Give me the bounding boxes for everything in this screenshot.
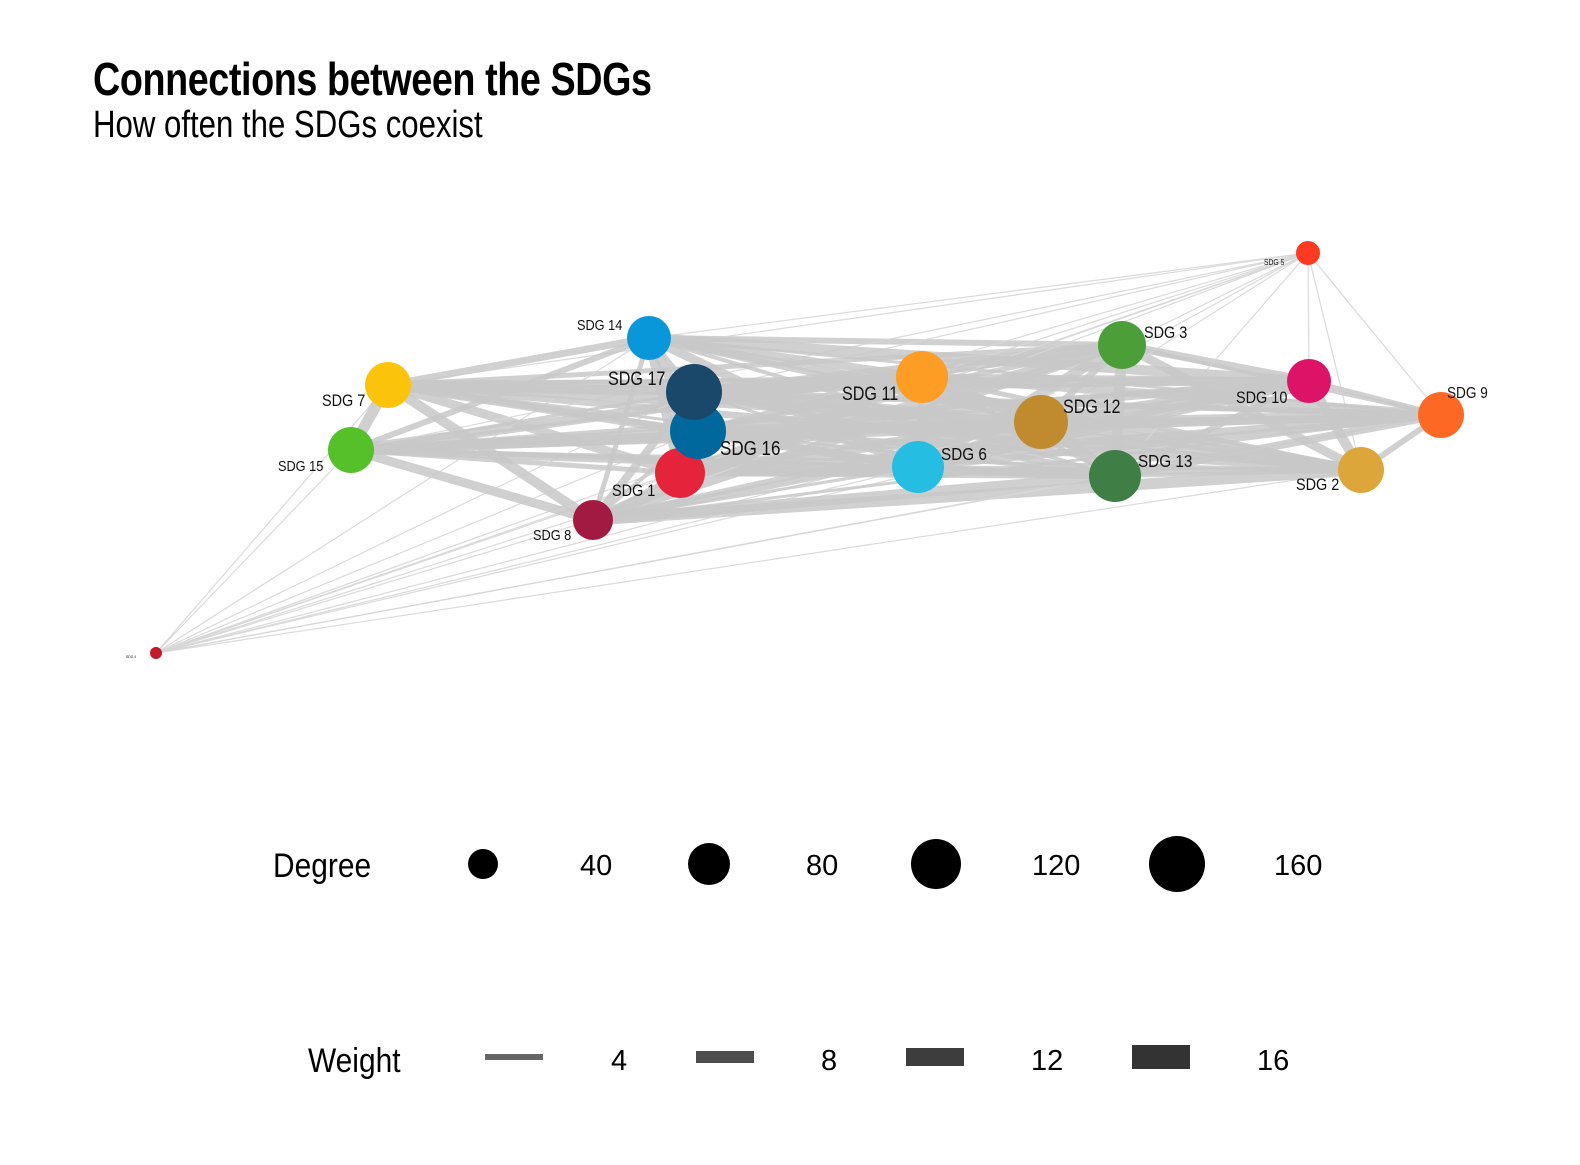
- node-label-sdg-11: SDG 11: [842, 383, 898, 405]
- edge-sdg-4-sdg-8: [155, 519, 594, 654]
- edge-sdg-12-sdg-14: [646, 335, 1044, 425]
- weight-legend-title: Weight: [308, 1041, 401, 1079]
- degree-legend-circle-40: [468, 849, 498, 879]
- node-sdg-15: [328, 427, 374, 473]
- degree-legend-title: Degree: [273, 846, 371, 884]
- node-sdg-13: [1089, 450, 1141, 502]
- node-sdg-11: [896, 351, 948, 403]
- weight-legend-line-16: [1132, 1045, 1190, 1069]
- edge-sdg-4-sdg-13: [155, 475, 1116, 654]
- edge-sdg-15-sdg-17: [349, 390, 696, 452]
- edge-sdg-13-sdg-15: [347, 446, 1119, 480]
- degree-legend-label-80: 80: [806, 850, 838, 882]
- node-sdg-12: [1014, 395, 1068, 449]
- node-sdg-17: [666, 364, 722, 420]
- edge-sdg-4-sdg-5: [155, 252, 1309, 654]
- node-sdg-5: [1296, 241, 1320, 265]
- edge-sdg-4-sdg-6: [155, 466, 919, 654]
- nodes-layer: [150, 241, 1464, 659]
- edge-sdg-13-sdg-14: [647, 336, 1117, 478]
- node-label-sdg-12: SDG 12: [1063, 396, 1120, 418]
- edge-sdg-8-sdg-13: [588, 471, 1120, 525]
- edge-sdg-13-sdg-17: [690, 388, 1119, 480]
- node-sdg-6: [892, 441, 944, 493]
- node-label-sdg-14: SDG 14: [577, 316, 623, 333]
- node-label-sdg-3: SDG 3: [1144, 324, 1188, 342]
- edge-sdg-8-sdg-15: [346, 445, 598, 525]
- edge-sdg-15-sdg-16: [347, 427, 702, 454]
- weight-legend-line-8: [696, 1051, 754, 1063]
- node-sdg-4: [150, 647, 162, 659]
- edge-sdg-11-sdg-14: [645, 334, 926, 381]
- weight-legend-label-12: 12: [1031, 1045, 1063, 1077]
- node-sdg-9: [1418, 392, 1464, 438]
- degree-legend-label-40: 40: [580, 850, 612, 882]
- edge-sdg-5-sdg-7: [387, 252, 1309, 386]
- node-label-sdg-13: SDG 13: [1138, 451, 1192, 471]
- page-subtitle: How often the SDGs coexist: [93, 104, 483, 146]
- node-sdg-2: [1338, 447, 1384, 493]
- weight-legend-line-12: [906, 1048, 964, 1066]
- node-label-sdg-5: SDG 5: [1264, 257, 1284, 267]
- edge-sdg-4-sdg-16: [155, 430, 699, 654]
- node-sdg-10: [1287, 359, 1331, 403]
- edge-sdg-8-sdg-12: [590, 419, 1044, 523]
- weight-legend-label-4: 4: [611, 1045, 627, 1077]
- node-sdg-7: [365, 362, 411, 408]
- degree-legend: Degree 40 80 120 160: [273, 836, 1322, 892]
- edge-sdg-5-sdg-9: [1307, 252, 1442, 416]
- node-label-sdg-1: SDG 1: [612, 482, 655, 500]
- weight-legend-label-16: 16: [1257, 1045, 1289, 1077]
- degree-legend-label-160: 160: [1274, 850, 1322, 882]
- edge-sdg-7-sdg-14: [384, 334, 653, 389]
- node-label-sdg-2: SDG 2: [1296, 476, 1339, 494]
- node-label-sdg-8: SDG 8: [533, 526, 571, 543]
- edge-sdg-5-sdg-13: [1114, 252, 1309, 477]
- node-label-sdg-7: SDG 7: [322, 392, 365, 410]
- node-label-sdg-16: SDG 16: [720, 437, 780, 460]
- degree-legend-label-120: 120: [1032, 850, 1080, 882]
- edge-sdg-5-sdg-14: [648, 252, 1309, 339]
- node-sdg-3: [1098, 321, 1146, 369]
- node-label-sdg-6: SDG 6: [941, 444, 987, 464]
- degree-legend-circle-80: [688, 843, 730, 885]
- node-label-sdg-9: SDG 9: [1447, 385, 1488, 402]
- degree-legend-circle-120: [911, 839, 961, 889]
- edge-sdg-10-sdg-13: [1112, 378, 1312, 479]
- edge-sdg-5-sdg-12: [1040, 252, 1309, 423]
- node-label-sdg-17: SDG 17: [608, 368, 665, 390]
- edge-sdg-6-sdg-9: [914, 411, 1445, 471]
- edge-sdg-2-sdg-4: [155, 469, 1362, 654]
- edge-sdg-4-sdg-15: [155, 449, 352, 654]
- edge-sdg-10-sdg-14: [644, 333, 1314, 386]
- edge-sdg-7-sdg-17: [383, 380, 699, 397]
- node-label-sdg-10: SDG 10: [1236, 389, 1288, 407]
- page-title: Connections between the SDGs: [93, 53, 652, 105]
- weight-legend-line-4: [485, 1054, 543, 1060]
- node-sdg-1: [655, 448, 705, 498]
- node-label-sdg-15: SDG 15: [278, 457, 324, 474]
- node-sdg-8: [573, 500, 613, 540]
- edge-sdg-12-sdg-17: [689, 387, 1046, 427]
- node-label-sdg-4: SDG 4: [126, 655, 136, 659]
- weight-legend: Weight 4 8 12 16: [308, 1041, 1289, 1079]
- edge-sdg-8-sdg-9: [591, 413, 1443, 522]
- edge-sdg-3-sdg-5: [1121, 252, 1309, 346]
- labels-layer: SDG 1 SDG 2 SDG 3 SDG 4 SDG 5 SDG 6 SDG 7 SDG 8…: [126, 257, 1488, 659]
- edge-sdg-7-sdg-16: [385, 382, 701, 434]
- node-sdg-14: [627, 316, 671, 360]
- edge-sdg-14-sdg-15: [348, 335, 652, 453]
- degree-legend-circle-160: [1149, 836, 1205, 892]
- weight-legend-label-8: 8: [821, 1045, 837, 1077]
- edge-sdg-9-sdg-13: [1111, 411, 1445, 480]
